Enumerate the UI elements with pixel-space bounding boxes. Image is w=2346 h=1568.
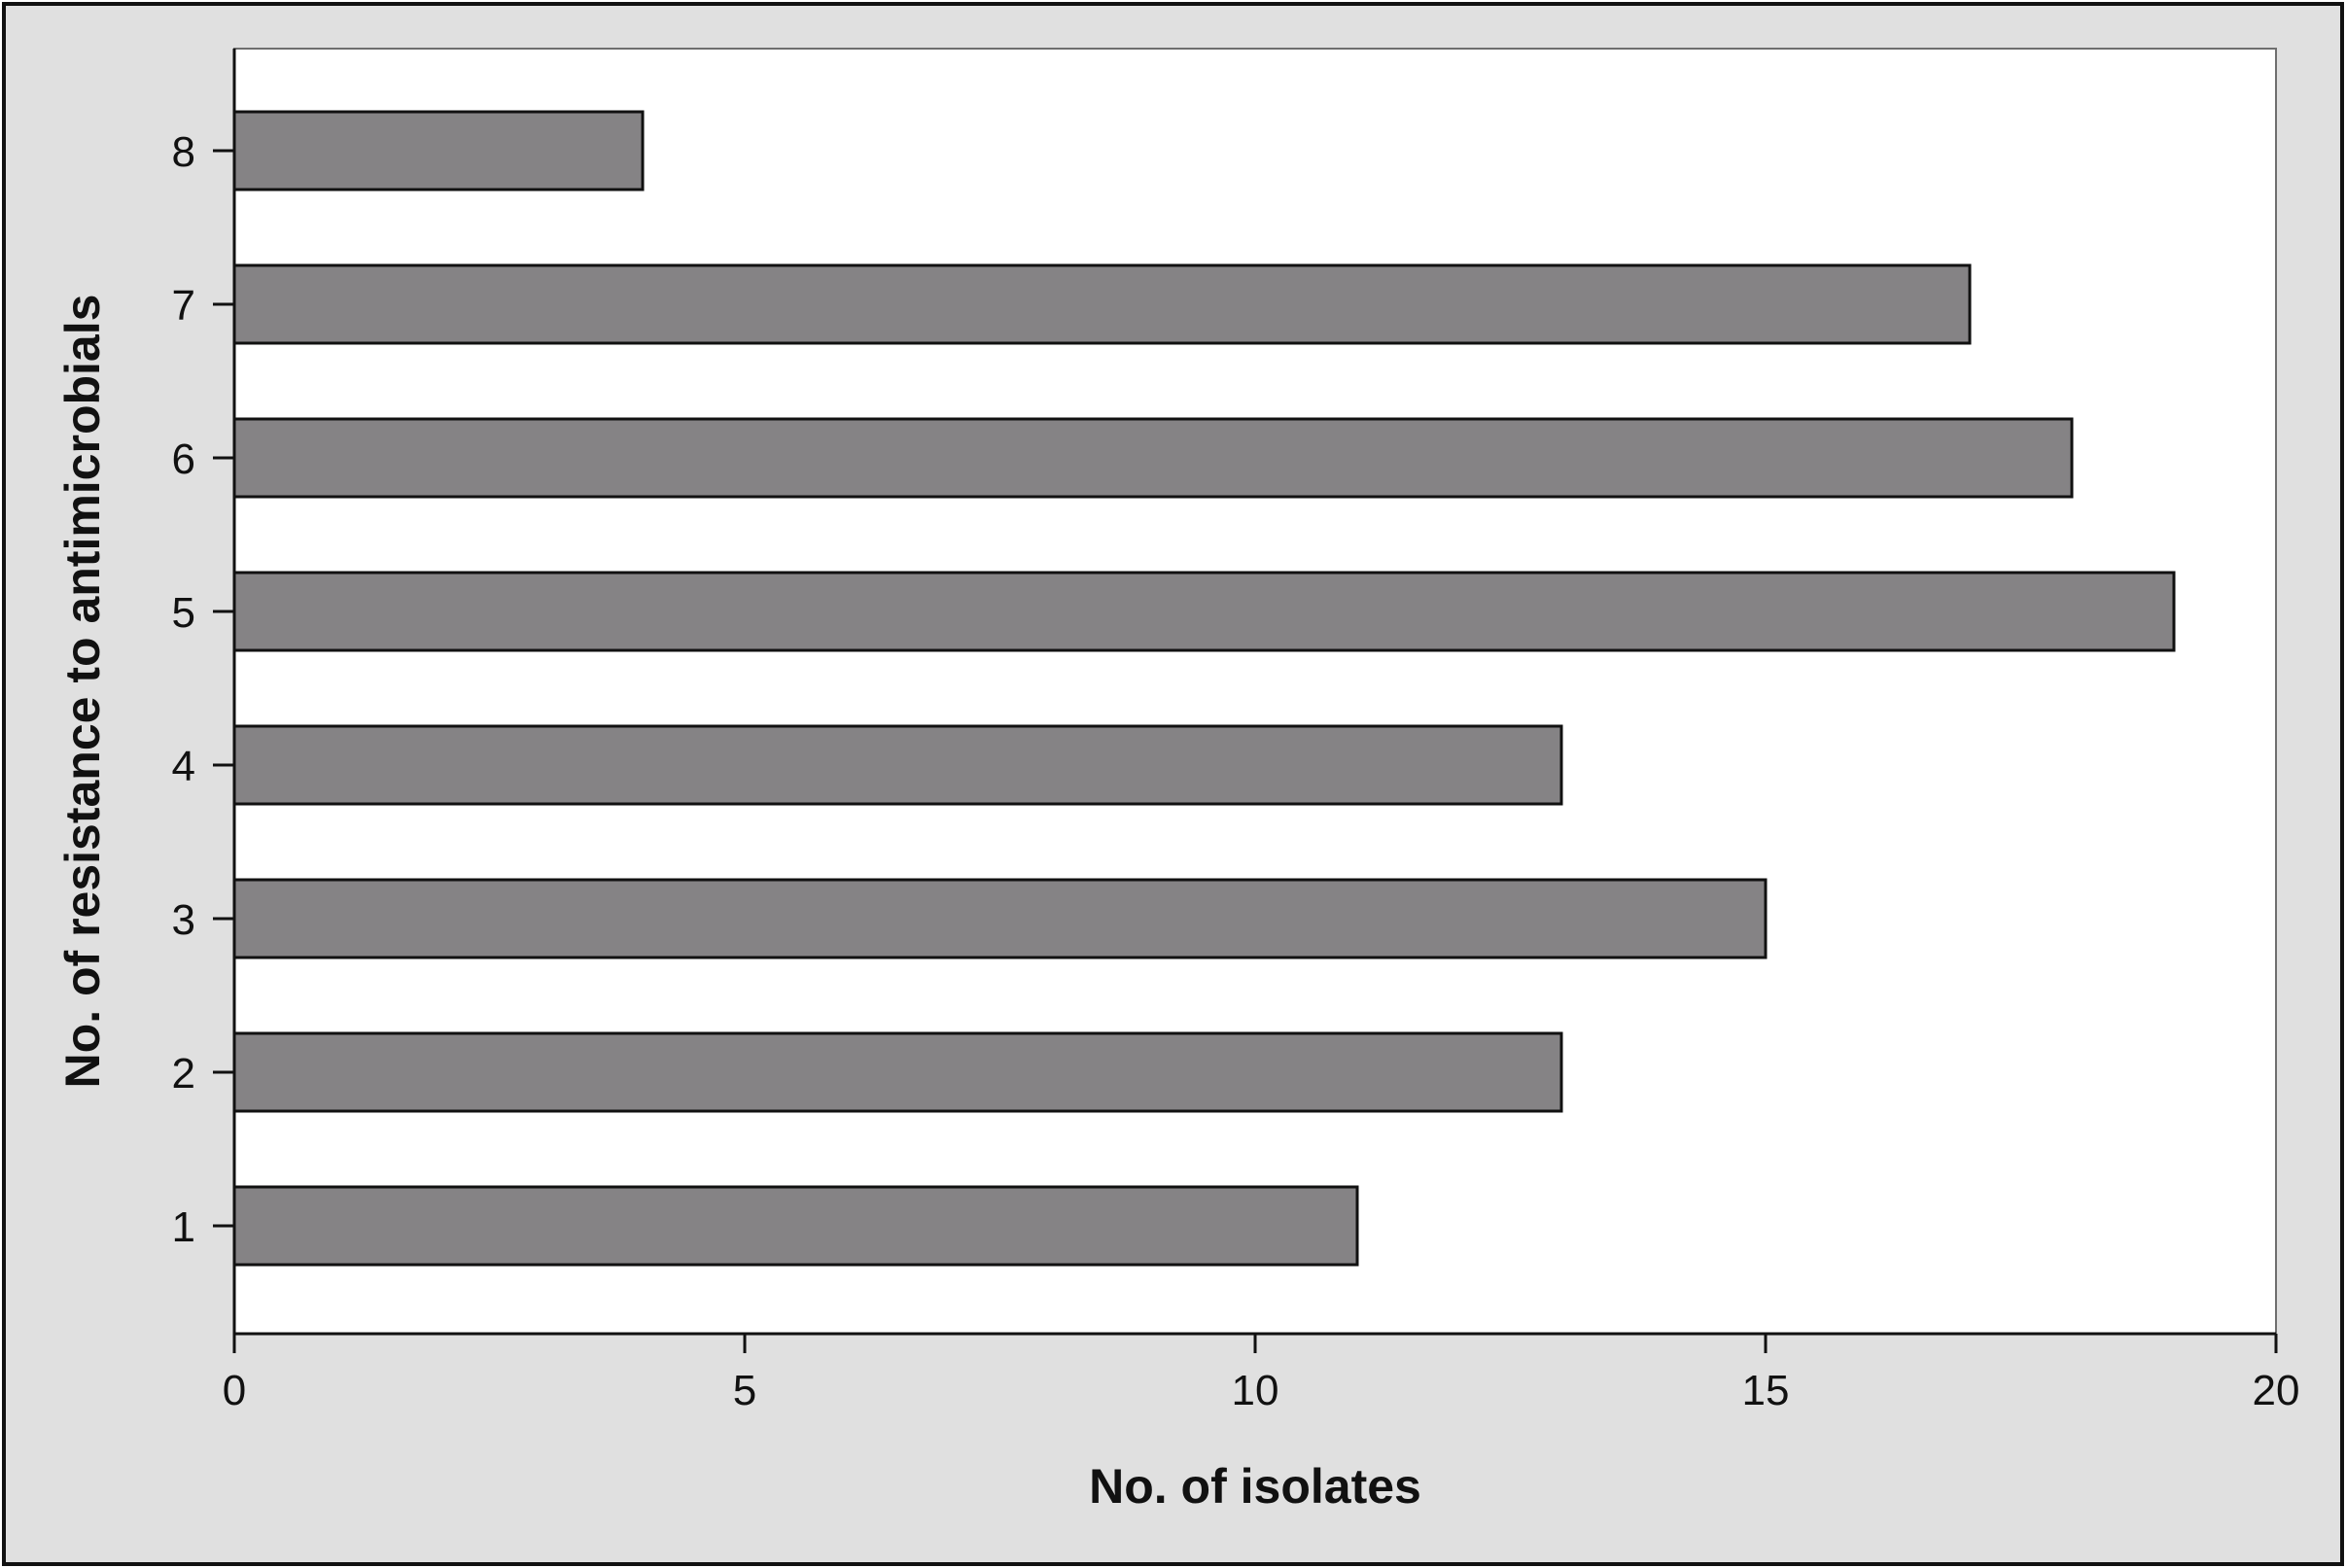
y-tick-label-2: 2 bbox=[172, 1050, 195, 1098]
y-tick-label-4: 4 bbox=[172, 743, 195, 790]
x-tick-label-10: 10 bbox=[1232, 1367, 1279, 1414]
y-tick-label-7: 7 bbox=[172, 282, 195, 330]
y-tick-label-8: 8 bbox=[172, 128, 195, 176]
bar-2 bbox=[232, 1031, 1563, 1113]
bar-5 bbox=[232, 571, 2176, 652]
y-tick-label-5: 5 bbox=[172, 589, 195, 637]
x-tick-label-0: 0 bbox=[223, 1367, 246, 1414]
bar-6 bbox=[232, 417, 2074, 499]
x-axis-title: No. of isolates bbox=[1089, 1459, 1421, 1514]
bars bbox=[232, 110, 2176, 1267]
bar-8 bbox=[232, 110, 645, 192]
bar-7 bbox=[232, 263, 1972, 345]
bar-1 bbox=[232, 1185, 1359, 1267]
y-axis-ticks: 1 2 3 4 5 6 7 8 bbox=[172, 128, 234, 1251]
x-axis-ticks: 0 5 10 15 20 bbox=[223, 1334, 2300, 1414]
x-tick-label-20: 20 bbox=[2253, 1367, 2300, 1414]
y-axis-title: No. of resistance to antimicrobials bbox=[55, 295, 110, 1089]
y-tick-label-3: 3 bbox=[172, 896, 195, 944]
x-tick-label-15: 15 bbox=[1742, 1367, 1790, 1414]
bar-4 bbox=[232, 724, 1563, 806]
bar-3 bbox=[232, 878, 1768, 959]
y-tick-label-1: 1 bbox=[172, 1203, 195, 1251]
plot-area bbox=[233, 48, 2277, 1335]
y-tick-label-6: 6 bbox=[172, 436, 195, 483]
x-tick-label-5: 5 bbox=[733, 1367, 756, 1414]
